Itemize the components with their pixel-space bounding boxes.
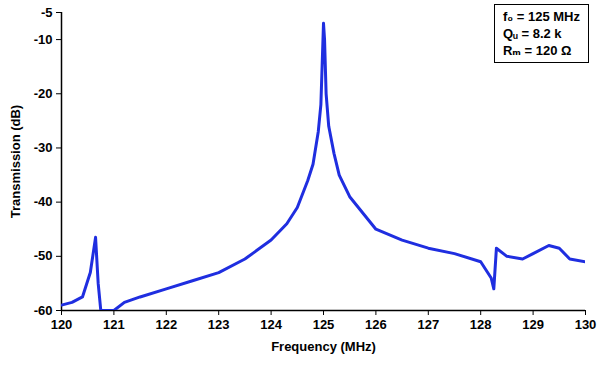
- svg-text:124: 124: [260, 317, 282, 332]
- svg-text:130: 130: [575, 317, 597, 332]
- svg-text:-50: -50: [34, 248, 53, 263]
- html-text:Rₘ = 120 Ω: Rₘ = 120 Ω: [503, 43, 572, 58]
- svg-text:120: 120: [51, 317, 73, 332]
- svg-text:122: 122: [155, 317, 177, 332]
- svg-text:-60: -60: [34, 303, 53, 318]
- svg-text:126: 126: [365, 317, 387, 332]
- svg-text:125: 125: [313, 317, 335, 332]
- svg-text:129: 129: [522, 317, 544, 332]
- svg-text:Frequency (MHz): Frequency (MHz): [271, 339, 376, 354]
- svg-text:121: 121: [103, 317, 125, 332]
- html-text:Qᵤ = 8.2 k: Qᵤ = 8.2 k: [503, 26, 562, 41]
- svg-text:127: 127: [417, 317, 439, 332]
- html-text:f₀ = 125 MHz: f₀ = 125 MHz: [503, 9, 580, 24]
- svg-text:-20: -20: [34, 86, 53, 101]
- svg-text:128: 128: [470, 317, 492, 332]
- svg-text:Transmission (dB): Transmission (dB): [8, 105, 23, 218]
- svg-text:-5: -5: [41, 5, 53, 20]
- svg-text:-40: -40: [34, 194, 53, 209]
- svg-text:-30: -30: [34, 140, 53, 155]
- svg-text:-10: -10: [34, 32, 53, 47]
- svg-text:123: 123: [208, 317, 230, 332]
